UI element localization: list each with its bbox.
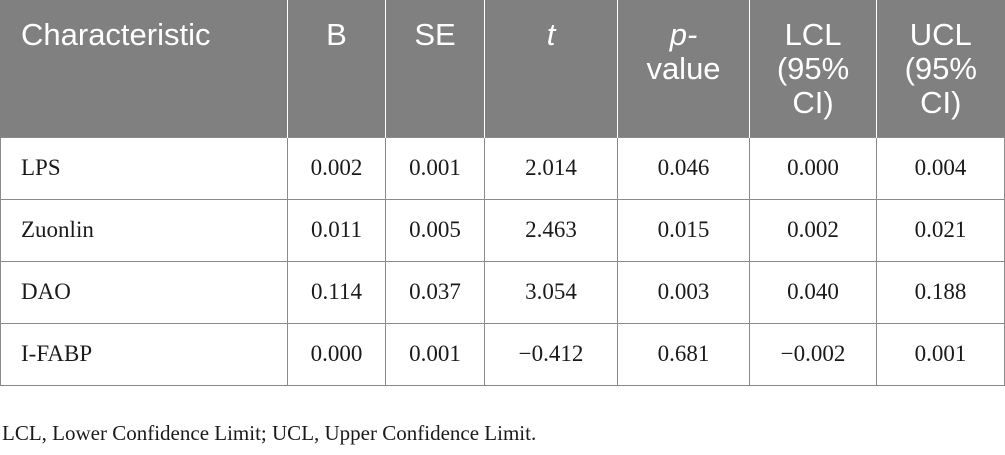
header-label: UCL (95% CI) <box>904 17 977 120</box>
header-label: Characteristic <box>21 17 211 52</box>
cell-characteristic: DAO <box>0 260 288 324</box>
table-row: DAO 0.114 0.037 3.054 0.003 0.040 0.188 <box>0 260 1005 324</box>
cell-ucl: 0.004 <box>876 136 1005 200</box>
header-label: p- <box>669 17 698 52</box>
cell-b: 0.114 <box>287 260 386 324</box>
cell-p-value: 0.046 <box>617 136 750 200</box>
cell-lcl: 0.040 <box>749 260 877 324</box>
cell-se: 0.037 <box>385 260 485 324</box>
header-label-line2: value <box>646 51 721 86</box>
cell-lcl: −0.002 <box>749 322 877 386</box>
header-lcl: LCL (95% CI) <box>749 0 877 137</box>
header-label: B <box>326 17 347 52</box>
header-t: t <box>484 0 618 137</box>
cell-characteristic: Zuonlin <box>0 198 288 262</box>
cell-lcl: 0.002 <box>749 198 877 262</box>
header-b: B <box>287 0 386 137</box>
table-row: LPS 0.002 0.001 2.014 0.046 0.000 0.004 <box>0 136 1005 200</box>
table-row: Zuonlin 0.011 0.005 2.463 0.015 0.002 0.… <box>0 198 1005 262</box>
header-label: t <box>546 17 556 52</box>
cell-ucl: 0.021 <box>876 198 1005 262</box>
header-label: LCL (95% CI) <box>776 17 850 120</box>
cell-b: 0.011 <box>287 198 386 262</box>
cell-t: 2.463 <box>484 198 618 262</box>
cell-p-value: 0.003 <box>617 260 750 324</box>
cell-se: 0.005 <box>385 198 485 262</box>
cell-p-value: 0.681 <box>617 322 750 386</box>
cell-se: 0.001 <box>385 136 485 200</box>
regression-results-table: Characteristic B SE t p-value LCL (95% C… <box>0 0 1005 386</box>
results-table-container: Characteristic B SE t p-value LCL (95% C… <box>0 0 1005 386</box>
cell-se: 0.001 <box>385 322 485 386</box>
table-header: Characteristic B SE t p-value LCL (95% C… <box>0 0 1005 137</box>
cell-t: −0.412 <box>484 322 618 386</box>
header-ucl: UCL (95% CI) <box>876 0 1005 137</box>
header-row: Characteristic B SE t p-value LCL (95% C… <box>0 0 1005 137</box>
cell-ucl: 0.188 <box>876 260 1005 324</box>
cell-ucl: 0.001 <box>876 322 1005 386</box>
cell-characteristic: LPS <box>0 136 288 200</box>
table-footnote: LCL, Lower Confidence Limit; UCL, Upper … <box>2 421 537 445</box>
cell-b: 0.002 <box>287 136 386 200</box>
header-label: SE <box>414 17 456 52</box>
table-row: I-FABP 0.000 0.001 −0.412 0.681 −0.002 0… <box>0 322 1005 386</box>
cell-lcl: 0.000 <box>749 136 877 200</box>
header-se: SE <box>385 0 485 137</box>
header-characteristic: Characteristic <box>0 0 288 137</box>
cell-b: 0.000 <box>287 322 386 386</box>
header-p-value: p-value <box>617 0 750 137</box>
cell-t: 2.014 <box>484 136 618 200</box>
cell-characteristic: I-FABP <box>0 322 288 386</box>
table-body: LPS 0.002 0.001 2.014 0.046 0.000 0.004 … <box>0 136 1005 386</box>
cell-t: 3.054 <box>484 260 618 324</box>
cell-p-value: 0.015 <box>617 198 750 262</box>
